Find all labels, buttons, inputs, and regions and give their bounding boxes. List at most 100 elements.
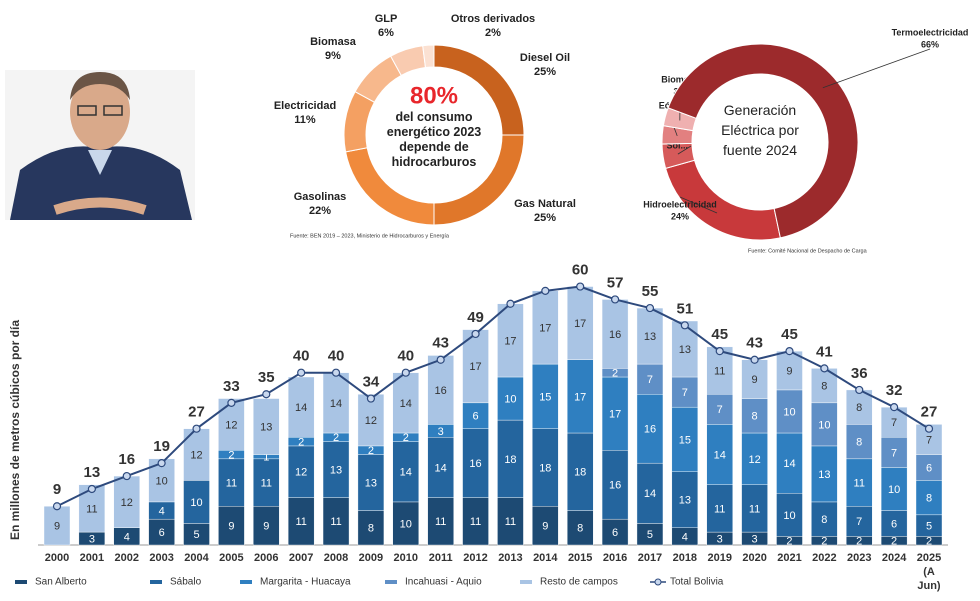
x-tick-label: 2014 (533, 552, 558, 564)
line-marker (541, 286, 550, 295)
bar-value-label: 2 (612, 368, 618, 380)
bar-segment (567, 432, 594, 511)
line-value-label: 40 (328, 348, 345, 365)
line-marker (436, 355, 445, 364)
bar-segment (776, 389, 803, 434)
bar-value-label: 9 (542, 521, 548, 533)
line-value-label: 40 (397, 348, 414, 365)
center-label: 80% (410, 82, 458, 109)
bar-value-label: 12 (295, 467, 307, 479)
legend-swatch (15, 580, 27, 584)
slice-value-label: 2% (485, 27, 501, 39)
x-tick-label: 2010 (393, 552, 419, 564)
bar-segment (671, 320, 699, 378)
x-tick-label: 2011 (428, 552, 453, 564)
bar-segment (706, 394, 733, 425)
bar-value-label: 18 (539, 462, 551, 474)
bar-value-label: 11 (470, 516, 481, 528)
legend-label: Resto de campos (540, 577, 618, 588)
bar-value-label: 11 (854, 477, 865, 489)
center-text: Generación Eléctrica por fuente 2024 (721, 102, 799, 158)
bar-value-label: 11 (505, 516, 516, 528)
x-tick-label: 2019 (707, 552, 732, 564)
line-value-label: 27 (188, 404, 205, 421)
bar-value-label: 5 (193, 529, 199, 541)
line (56, 285, 930, 508)
slice-label: Biomasa (310, 36, 357, 48)
x-tick-label: 2022 (812, 552, 837, 564)
source: Fuente: BEN 2019 – 2023, Ministerio de H… (290, 233, 450, 239)
bar-value-label: 14 (295, 402, 307, 414)
bar-value-label: 6 (159, 527, 165, 539)
bar-segment (427, 497, 454, 546)
bar-value-label: 7 (647, 374, 653, 386)
line-marker (680, 321, 689, 330)
bar-value-label: 18 (504, 454, 516, 466)
bar-value-label: 4 (124, 531, 130, 543)
x-tick-label: 2008 (323, 552, 349, 564)
bar-segment (532, 363, 559, 429)
bar-segment (915, 480, 943, 516)
line-value-label: 41 (816, 343, 833, 360)
bar-value-label: 16 (644, 424, 656, 436)
bar-value-label: 5 (926, 521, 932, 533)
bar-value-label: 17 (539, 322, 551, 334)
bar-value-label: 6 (891, 518, 897, 530)
bar-value-label: 13 (679, 495, 691, 507)
slice-label: Diesel Oil (520, 52, 570, 64)
bar-value-label: 14 (435, 462, 447, 474)
slice-label: Electricidad (274, 100, 336, 112)
legend-swatch (150, 580, 162, 584)
bar-segment (357, 394, 385, 447)
bar-segment (497, 497, 524, 546)
bar-value-label: 2 (228, 449, 234, 461)
bar-value-label: 6 (472, 411, 478, 423)
bar-value-label: 17 (504, 335, 516, 347)
bar-segment (532, 506, 559, 546)
bar-value-label: 15 (539, 391, 551, 403)
x-tick-label: 2004 (184, 552, 209, 564)
bar-value-label: 12 (225, 419, 237, 431)
bar-segment (148, 518, 175, 546)
x-tick-label: 2005 (219, 552, 244, 564)
legend-swatch (385, 580, 397, 584)
bar-value-label: 14 (714, 449, 726, 461)
bar-value-label: 2 (891, 536, 897, 548)
bar-segment (636, 363, 664, 395)
leader-line (822, 48, 931, 89)
x-tick-label: 2000 (44, 552, 70, 564)
bar-segment (811, 402, 838, 447)
legend-label: Margarita - Huacaya (260, 577, 351, 588)
legend-label: Incahuasi - Aquio (405, 577, 482, 588)
bar-value-label: 17 (609, 409, 621, 421)
bar-value-label: 2 (368, 445, 374, 457)
line-value-label: 60 (572, 262, 589, 279)
slice-value-label: 25% (534, 66, 556, 78)
line-value-label: 45 (781, 326, 798, 343)
slice-label: Hidroelectricidad (643, 199, 717, 209)
slice-value-label: 22% (309, 205, 331, 217)
bar-segment (636, 307, 664, 365)
bar-value-label: 10 (783, 510, 795, 522)
bar-segment (392, 372, 419, 434)
x-tick-label: 2020 (742, 552, 767, 564)
line-marker (331, 368, 341, 377)
bar-value-label: 11 (714, 365, 725, 377)
bar-value-label: 11 (749, 503, 760, 515)
line-value-label: 45 (711, 326, 728, 343)
bar-value-label: 15 (679, 434, 691, 446)
x-tick-label: 2002 (114, 552, 139, 564)
bar-value-label: 6 (612, 527, 618, 539)
bar-value-label: 7 (926, 434, 932, 446)
line-marker (820, 364, 829, 373)
line-marker (750, 355, 759, 364)
bar-value-label: 7 (891, 417, 897, 429)
line-marker (506, 299, 515, 308)
bar-value-label: 12 (365, 415, 377, 427)
bar-segment (741, 359, 768, 399)
bar-segment (532, 290, 559, 365)
bar-segment (671, 406, 699, 472)
line-marker (87, 484, 96, 494)
bar-value-label: 11 (330, 516, 341, 528)
